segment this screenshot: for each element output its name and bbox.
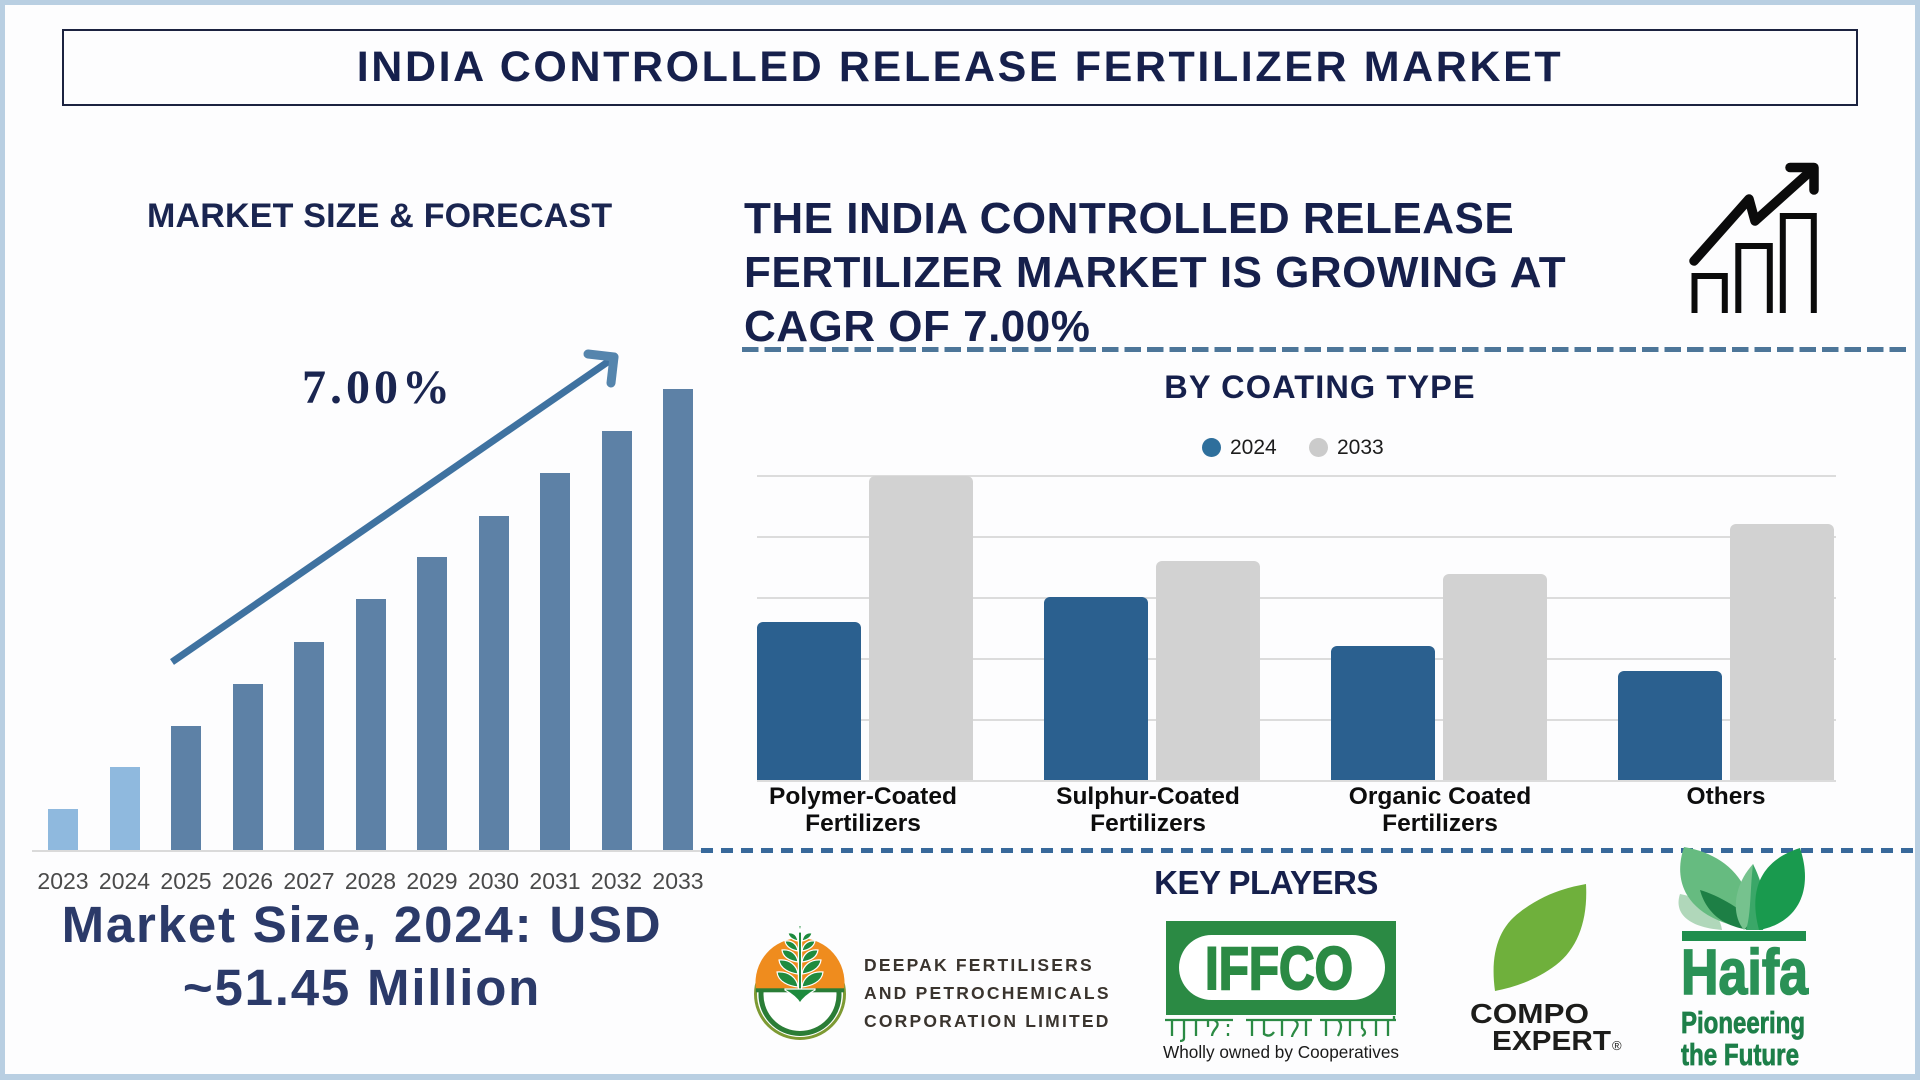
svg-text:COMPO: COMPO	[1470, 998, 1589, 1029]
svg-text:Pioneering: Pioneering	[1681, 1005, 1805, 1040]
svg-text:the Future: the Future	[1681, 1037, 1799, 1070]
svg-text:IFFCO: IFFCO	[1205, 935, 1353, 1002]
svg-text:®: ®	[1612, 1038, 1622, 1053]
svg-text:EXPERT: EXPERT	[1492, 1025, 1611, 1056]
svg-text:Wholly owned by Cooperatives: Wholly owned by Cooperatives	[1163, 1042, 1399, 1062]
svg-text:Haifa: Haifa	[1681, 936, 1808, 1008]
